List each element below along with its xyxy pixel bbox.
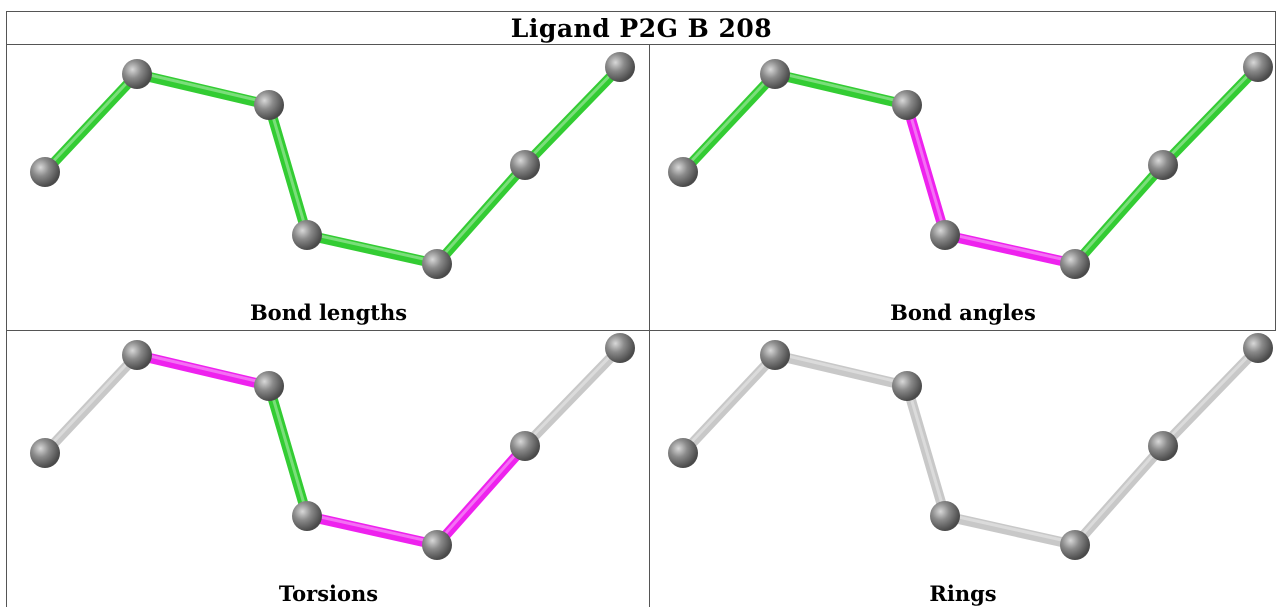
- atom-sphere: [30, 157, 60, 187]
- figure-title: Ligand P2G B 208: [6, 11, 1276, 45]
- bond-outlier: [302, 511, 442, 550]
- atom-sphere: [760, 340, 790, 370]
- bond-good: [432, 160, 530, 269]
- bond-good: [520, 62, 625, 170]
- bond-good: [1070, 160, 1168, 269]
- atom-sphere: [510, 150, 540, 180]
- bond-outlier: [940, 230, 1080, 269]
- atom-sphere: [605, 333, 635, 363]
- bond-highlight: [523, 344, 622, 446]
- atom-sphere: [30, 438, 60, 468]
- bond-good: [1158, 62, 1263, 170]
- bond-highlight: [43, 70, 139, 172]
- bond-good: [264, 100, 312, 240]
- bond-good: [264, 381, 312, 521]
- bond-highlight: [43, 351, 139, 453]
- atom-sphere: [510, 431, 540, 461]
- bond-highlight: [905, 101, 947, 235]
- bond-highlight: [435, 161, 527, 264]
- bond-neutral: [902, 381, 950, 521]
- atom-sphere: [254, 90, 284, 120]
- bond-highlight: [681, 70, 777, 172]
- atom-sphere: [254, 371, 284, 401]
- atom-sphere: [1243, 52, 1273, 82]
- panel-bond-lengths: Bond lengths: [6, 44, 650, 331]
- bond-good: [132, 69, 274, 110]
- atom-sphere: [422, 530, 452, 560]
- atom-sphere: [1060, 249, 1090, 279]
- bond-highlight: [773, 351, 909, 386]
- bond-good: [678, 69, 780, 177]
- atom-sphere: [422, 249, 452, 279]
- bond-highlight: [943, 512, 1077, 545]
- molecule-bond-angles: [668, 52, 1273, 279]
- atom-sphere: [1243, 333, 1273, 363]
- bond-highlight: [435, 442, 527, 545]
- panel-bond-angles: Bond angles: [649, 44, 1276, 331]
- atom-sphere: [930, 220, 960, 250]
- atom-sphere: [122, 340, 152, 370]
- bond-neutral: [770, 350, 912, 391]
- atom-sphere: [605, 52, 635, 82]
- bond-outlier: [132, 350, 274, 391]
- bond-highlight: [1161, 63, 1260, 165]
- panel-caption: Bond angles: [890, 300, 1036, 325]
- bond-highlight: [943, 231, 1077, 264]
- bond-highlight: [681, 351, 777, 453]
- bond-highlight: [305, 231, 439, 264]
- panel-rings: Rings: [649, 330, 1276, 607]
- atom-sphere: [668, 438, 698, 468]
- bond-neutral: [40, 350, 142, 458]
- atom-sphere: [1148, 431, 1178, 461]
- bond-highlight: [135, 70, 271, 105]
- bond-neutral: [520, 343, 625, 451]
- bond-good: [40, 69, 142, 177]
- bond-highlight: [267, 382, 309, 516]
- atom-sphere: [760, 59, 790, 89]
- panel-caption: Rings: [929, 581, 997, 606]
- bond-good: [770, 69, 912, 110]
- molecule-torsions: [30, 333, 635, 560]
- bond-neutral: [940, 511, 1080, 550]
- bond-highlight: [1073, 442, 1165, 545]
- atom-sphere: [292, 220, 322, 250]
- molecule-bond-lengths: [30, 52, 635, 279]
- bond-highlight: [1073, 161, 1165, 264]
- bond-highlight: [1161, 344, 1260, 446]
- atom-sphere: [1148, 150, 1178, 180]
- atom-sphere: [122, 59, 152, 89]
- atom-sphere: [892, 90, 922, 120]
- atom-sphere: [292, 501, 322, 531]
- bond-outlier: [902, 100, 950, 240]
- bond-highlight: [773, 70, 909, 105]
- atom-sphere: [892, 371, 922, 401]
- bond-highlight: [305, 512, 439, 545]
- bond-neutral: [678, 350, 780, 458]
- molecule-rings: [668, 333, 1273, 560]
- bond-highlight: [267, 101, 309, 235]
- bond-neutral: [1070, 441, 1168, 550]
- bond-highlight: [135, 351, 271, 386]
- bond-outlier: [432, 441, 530, 550]
- bond-highlight: [905, 382, 947, 516]
- bond-good: [302, 230, 442, 269]
- atom-sphere: [1060, 530, 1090, 560]
- panel-caption: Torsions: [278, 581, 379, 606]
- atom-sphere: [668, 157, 698, 187]
- panel-caption: Bond lengths: [249, 300, 408, 325]
- bond-highlight: [523, 63, 622, 165]
- atom-sphere: [930, 501, 960, 531]
- panel-torsions: Torsions: [6, 330, 650, 607]
- bond-neutral: [1158, 343, 1263, 451]
